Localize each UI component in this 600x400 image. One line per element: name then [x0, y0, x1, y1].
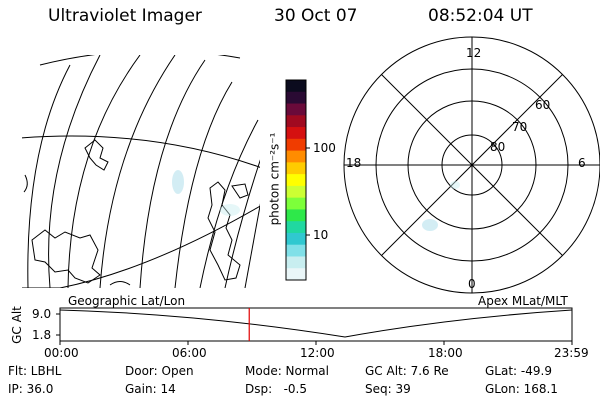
colorbar-segment: [286, 80, 306, 93]
colorbar-segment: [286, 221, 306, 234]
colorbar-segment: [286, 256, 306, 269]
color-scale-frame: [285, 79, 307, 281]
colorbar-segment: [286, 127, 306, 140]
colorbar-tick-label-100: 100: [313, 141, 336, 155]
timeline-xtick-1200: 12:00: [300, 346, 335, 360]
time-label: 08:52:04 UT: [428, 6, 533, 26]
info-dsp: Dsp: -0.5: [245, 382, 308, 396]
mlat-label-80: 80: [490, 140, 506, 154]
timeline-ytick-1.8: 1.8: [32, 328, 52, 342]
colorbar-segment: [286, 138, 306, 152]
colorbar-segment: [286, 197, 306, 210]
mlt-label-6: 6: [578, 156, 586, 170]
geographic-map: [22, 55, 260, 288]
colorbar-segment: [286, 185, 306, 199]
mlt-label-18: 18: [346, 156, 362, 170]
mlt-label-0: 0: [468, 277, 476, 291]
apex-label: Apex MLat/MLT: [478, 294, 568, 308]
colorbar-segment: [286, 150, 306, 163]
timeline-frame: [59, 307, 573, 342]
timeline-xtick-1800: 18:00: [428, 346, 463, 360]
colorbar-segment: [286, 268, 306, 281]
polar-mlt-plot: [343, 36, 600, 294]
aurora-emission-left: [172, 170, 240, 216]
colorbar-segment: [286, 115, 306, 128]
date-label: 30 Oct 07: [274, 6, 358, 26]
gc-altitude-curve: [59, 309, 573, 338]
colorbar-segment: [286, 91, 306, 105]
mlt-label-12: 12: [466, 46, 482, 60]
mlat-label-60: 60: [535, 98, 551, 112]
colorbar-segment: [286, 103, 306, 116]
timeline-ytick-9: 9.0: [32, 307, 52, 321]
info-glon: GLon: 168.1: [485, 382, 558, 396]
geographic-label: Geographic Lat/Lon: [68, 294, 186, 308]
colorbar-tick-label-10: 10: [313, 228, 329, 242]
instrument-title: Ultraviolet Imager: [48, 6, 202, 26]
timeline-xtick-2359: 23:59: [554, 346, 589, 360]
info-gain: Gain: 14: [125, 382, 176, 396]
colorbar-segment: [286, 209, 306, 222]
timeline-xtick-0000: 00:00: [44, 346, 79, 360]
aurora-emission-right: [422, 181, 460, 231]
mlat-label-70: 70: [512, 120, 528, 134]
timeline-xtick-0600: 06:00: [172, 346, 207, 360]
info-glat: GLat: -49.9: [485, 364, 552, 378]
info-ip: IP: 36.0: [8, 382, 54, 396]
colorbar-segment: [286, 232, 306, 246]
color-scale-bar: [286, 80, 306, 281]
timeline-ylabel: GC Alt: [9, 306, 24, 344]
colorbar-segment: [286, 174, 306, 187]
colorbar-unit-label: photon cm⁻²s⁻¹: [267, 132, 282, 226]
info-filter: Flt: LBHL: [8, 364, 62, 378]
colorbar-segment: [286, 244, 306, 257]
info-gc-alt: GC Alt: 7.6 Re: [365, 364, 449, 378]
timeline-panel: [56, 307, 573, 345]
colorbar-segment: [286, 162, 306, 175]
info-seq: Seq: 39: [365, 382, 411, 396]
info-mode: Mode: Normal: [245, 364, 329, 378]
info-door: Door: Open: [125, 364, 194, 378]
